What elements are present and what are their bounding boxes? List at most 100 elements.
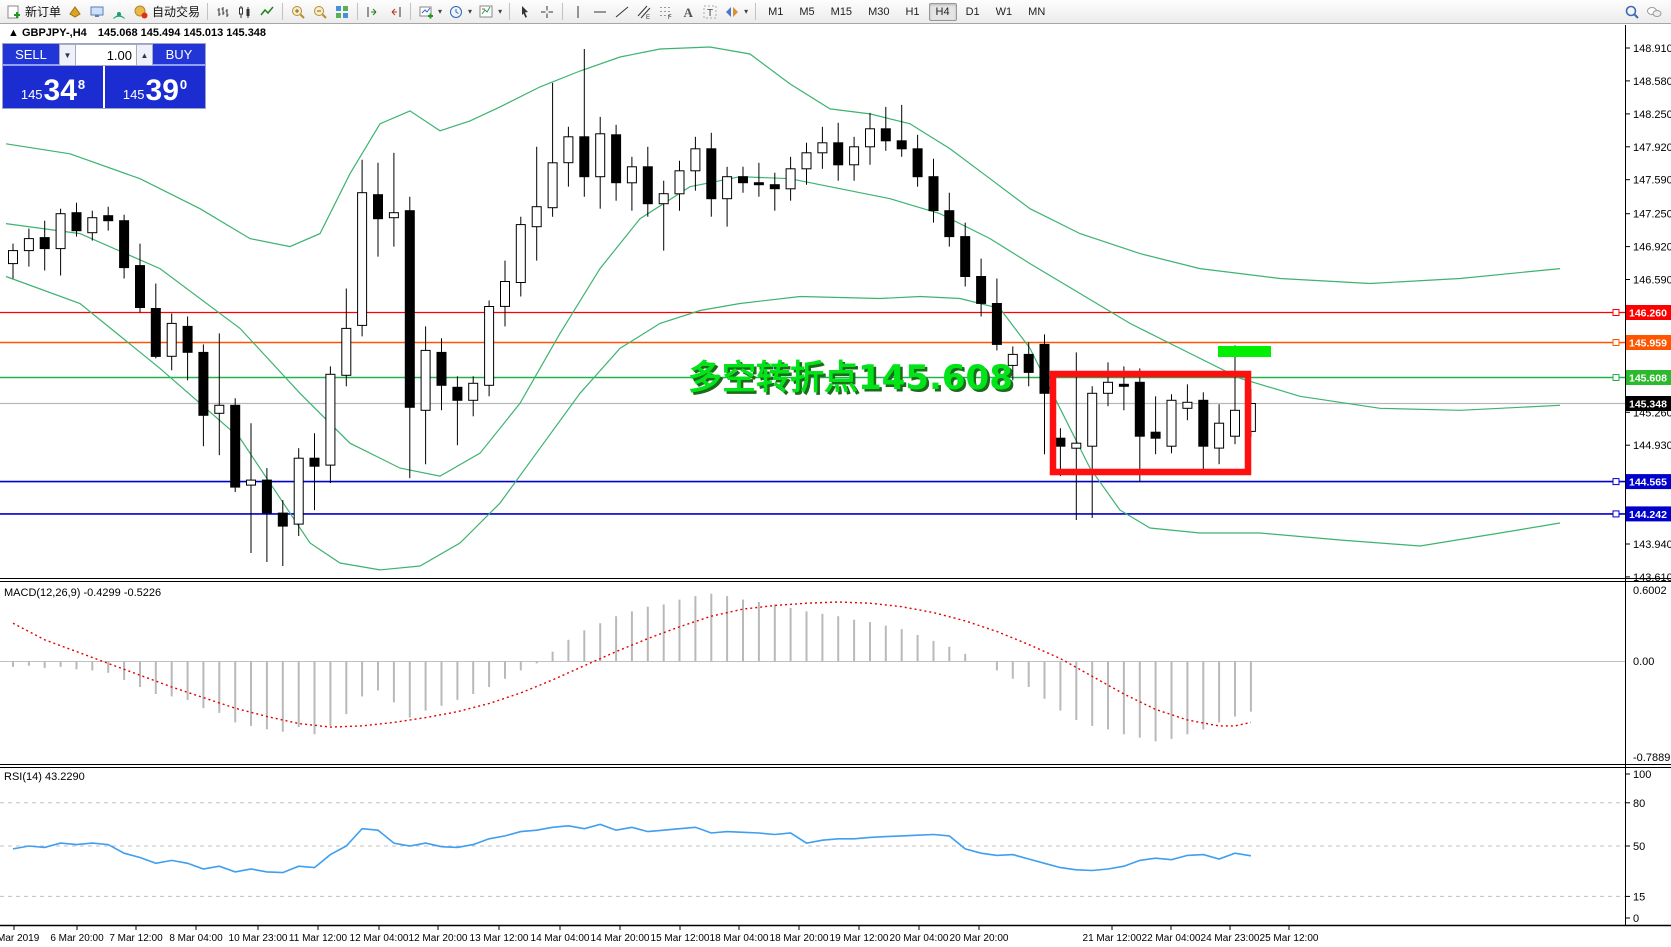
price-tag[interactable] — [1626, 506, 1671, 522]
collapse-arrow-icon[interactable]: ▲ — [8, 27, 19, 39]
highlight-rectangle[interactable] — [1049, 370, 1252, 476]
volume-increase-button[interactable]: ▲ — [136, 44, 153, 66]
macd-tick-label: -0.7889 — [1633, 752, 1670, 764]
chat-icon — [1647, 6, 1662, 17]
candle-body-bull — [55, 213, 66, 250]
autotrade-button[interactable]: 自动交易 — [130, 2, 203, 22]
template-button[interactable]: ▾ — [475, 2, 505, 22]
time-label: 25 Mar 12:00 — [1260, 933, 1319, 944]
candle-body-bull — [468, 382, 479, 401]
text-a-button[interactable]: A — [677, 2, 699, 22]
buy-price-display[interactable]: 145 39 0 — [105, 66, 205, 108]
linechart-button[interactable] — [256, 2, 278, 22]
new-order-button[interactable]: 新订单 — [3, 2, 64, 22]
volume-decrease-button[interactable]: ▼ — [59, 44, 76, 66]
time-label: 13 Mar 12:00 — [470, 933, 529, 944]
dropdown-caret-icon[interactable]: ▾ — [438, 7, 443, 16]
dropdown-caret-icon[interactable]: ▾ — [468, 7, 473, 16]
crosshair-button[interactable] — [536, 2, 558, 22]
timeframe-button-M15[interactable]: M15 — [830, 5, 853, 18]
arrows-button[interactable]: ▾ — [721, 2, 751, 22]
clock-button[interactable]: ▾ — [445, 2, 475, 22]
price-tick-label: 148.910 — [1633, 43, 1671, 55]
timeframe-button-M30[interactable]: M30 — [868, 5, 890, 18]
tiles-button[interactable] — [331, 2, 353, 22]
dropdown-caret-icon[interactable]: ▾ — [744, 7, 749, 16]
timeframe-button-W1[interactable]: W1 — [995, 5, 1013, 18]
candle-body-bull — [246, 479, 256, 486]
zoom-in-button[interactable] — [287, 2, 309, 22]
hline-button[interactable] — [589, 2, 611, 22]
zoom-out-icon — [314, 5, 327, 19]
price-tag-label: 144.242 — [1629, 509, 1667, 521]
candle-body-bull — [8, 250, 18, 265]
cursor-button[interactable] — [514, 2, 536, 22]
hline-icon — [594, 11, 607, 12]
candle-body-bear — [944, 210, 955, 238]
time-label: 11 Mar 12:00 — [289, 933, 348, 944]
text-a-icon: A — [684, 5, 694, 20]
time-label: 14 Mar 04:00 — [531, 933, 590, 944]
timeframe-button-M1[interactable]: M1 — [768, 5, 784, 18]
lamp-button[interactable] — [64, 2, 86, 22]
candles-icon — [239, 5, 250, 18]
new-chart-button[interactable]: ▾ — [415, 2, 445, 22]
volume-input[interactable] — [76, 45, 136, 65]
one-click-trading-panel: SELL ▼ ▲ BUY 145 34 8 145 39 0 — [2, 43, 206, 109]
hline-anchor[interactable] — [1612, 374, 1620, 381]
chat-button[interactable] — [1643, 2, 1665, 22]
time-label: 19 Mar 12:00 — [830, 933, 889, 944]
timeframe-button-H1[interactable]: H1 — [905, 5, 920, 18]
candle-body-bear — [39, 237, 50, 250]
price-tag-label: 145.959 — [1629, 338, 1667, 350]
price-tag[interactable] — [1626, 474, 1671, 490]
hline-anchor[interactable] — [1612, 510, 1620, 518]
svg-text:T: T — [707, 8, 713, 19]
time-label: 21 Mar 12:00 — [1083, 933, 1142, 944]
text-t-button[interactable]: T — [699, 2, 721, 22]
search-button[interactable] — [1621, 2, 1643, 22]
trendline-button[interactable] — [611, 2, 633, 22]
price-tag[interactable] — [1626, 370, 1671, 385]
channel-button[interactable]: E — [633, 2, 655, 22]
sell-button[interactable]: SELL — [3, 44, 59, 66]
candles-button[interactable] — [234, 2, 256, 22]
new-order-label: 新订单 — [25, 5, 62, 19]
toolbar-separator — [282, 3, 284, 20]
candle-body-bull — [547, 162, 558, 209]
timeframe-button-MN[interactable]: MN — [1028, 5, 1046, 18]
signal-button[interactable] — [108, 2, 130, 22]
zoom-out-button[interactable] — [309, 2, 331, 22]
price-tick-label: 148.580 — [1633, 76, 1671, 88]
hline-anchor[interactable] — [1612, 339, 1620, 346]
dropdown-caret-icon[interactable]: ▾ — [498, 7, 503, 16]
annotation-text[interactable]: 多空转折点145.608 — [688, 358, 1013, 398]
price-tag[interactable] — [1626, 305, 1671, 320]
fibo-button[interactable]: F — [655, 2, 677, 22]
candle-body-bear — [642, 166, 653, 205]
hline-anchor[interactable] — [1612, 309, 1620, 316]
highlight-bar[interactable] — [1218, 346, 1271, 357]
candle-body-bull — [674, 170, 685, 195]
bars-button[interactable] — [212, 2, 234, 22]
buy-button[interactable]: BUY — [153, 44, 205, 66]
chart-autoscroll-button[interactable] — [384, 2, 406, 22]
vline-button[interactable] — [567, 2, 589, 22]
timeframe-button-M5[interactable]: M5 — [799, 5, 815, 18]
price-tag-current[interactable] — [1626, 396, 1671, 411]
candle-body-bear — [706, 148, 717, 200]
timeframe-button-D1[interactable]: D1 — [965, 5, 980, 18]
candle-body-bull — [420, 349, 431, 411]
price-tag-label: 146.260 — [1629, 308, 1667, 320]
monitor-button[interactable] — [86, 2, 108, 22]
timeframe-button-H4[interactable]: H4 — [928, 2, 957, 21]
chart-shift-button[interactable] — [362, 2, 384, 22]
hline-anchor[interactable] — [1612, 478, 1620, 486]
candle-body-bull — [23, 238, 34, 252]
time-label: 12 Mar 20:00 — [409, 933, 468, 944]
vline-icon — [577, 5, 579, 18]
price-tag[interactable] — [1626, 335, 1671, 350]
price-tag-label: 145.608 — [1629, 373, 1667, 385]
sell-price-display[interactable]: 145 34 8 — [3, 66, 103, 108]
